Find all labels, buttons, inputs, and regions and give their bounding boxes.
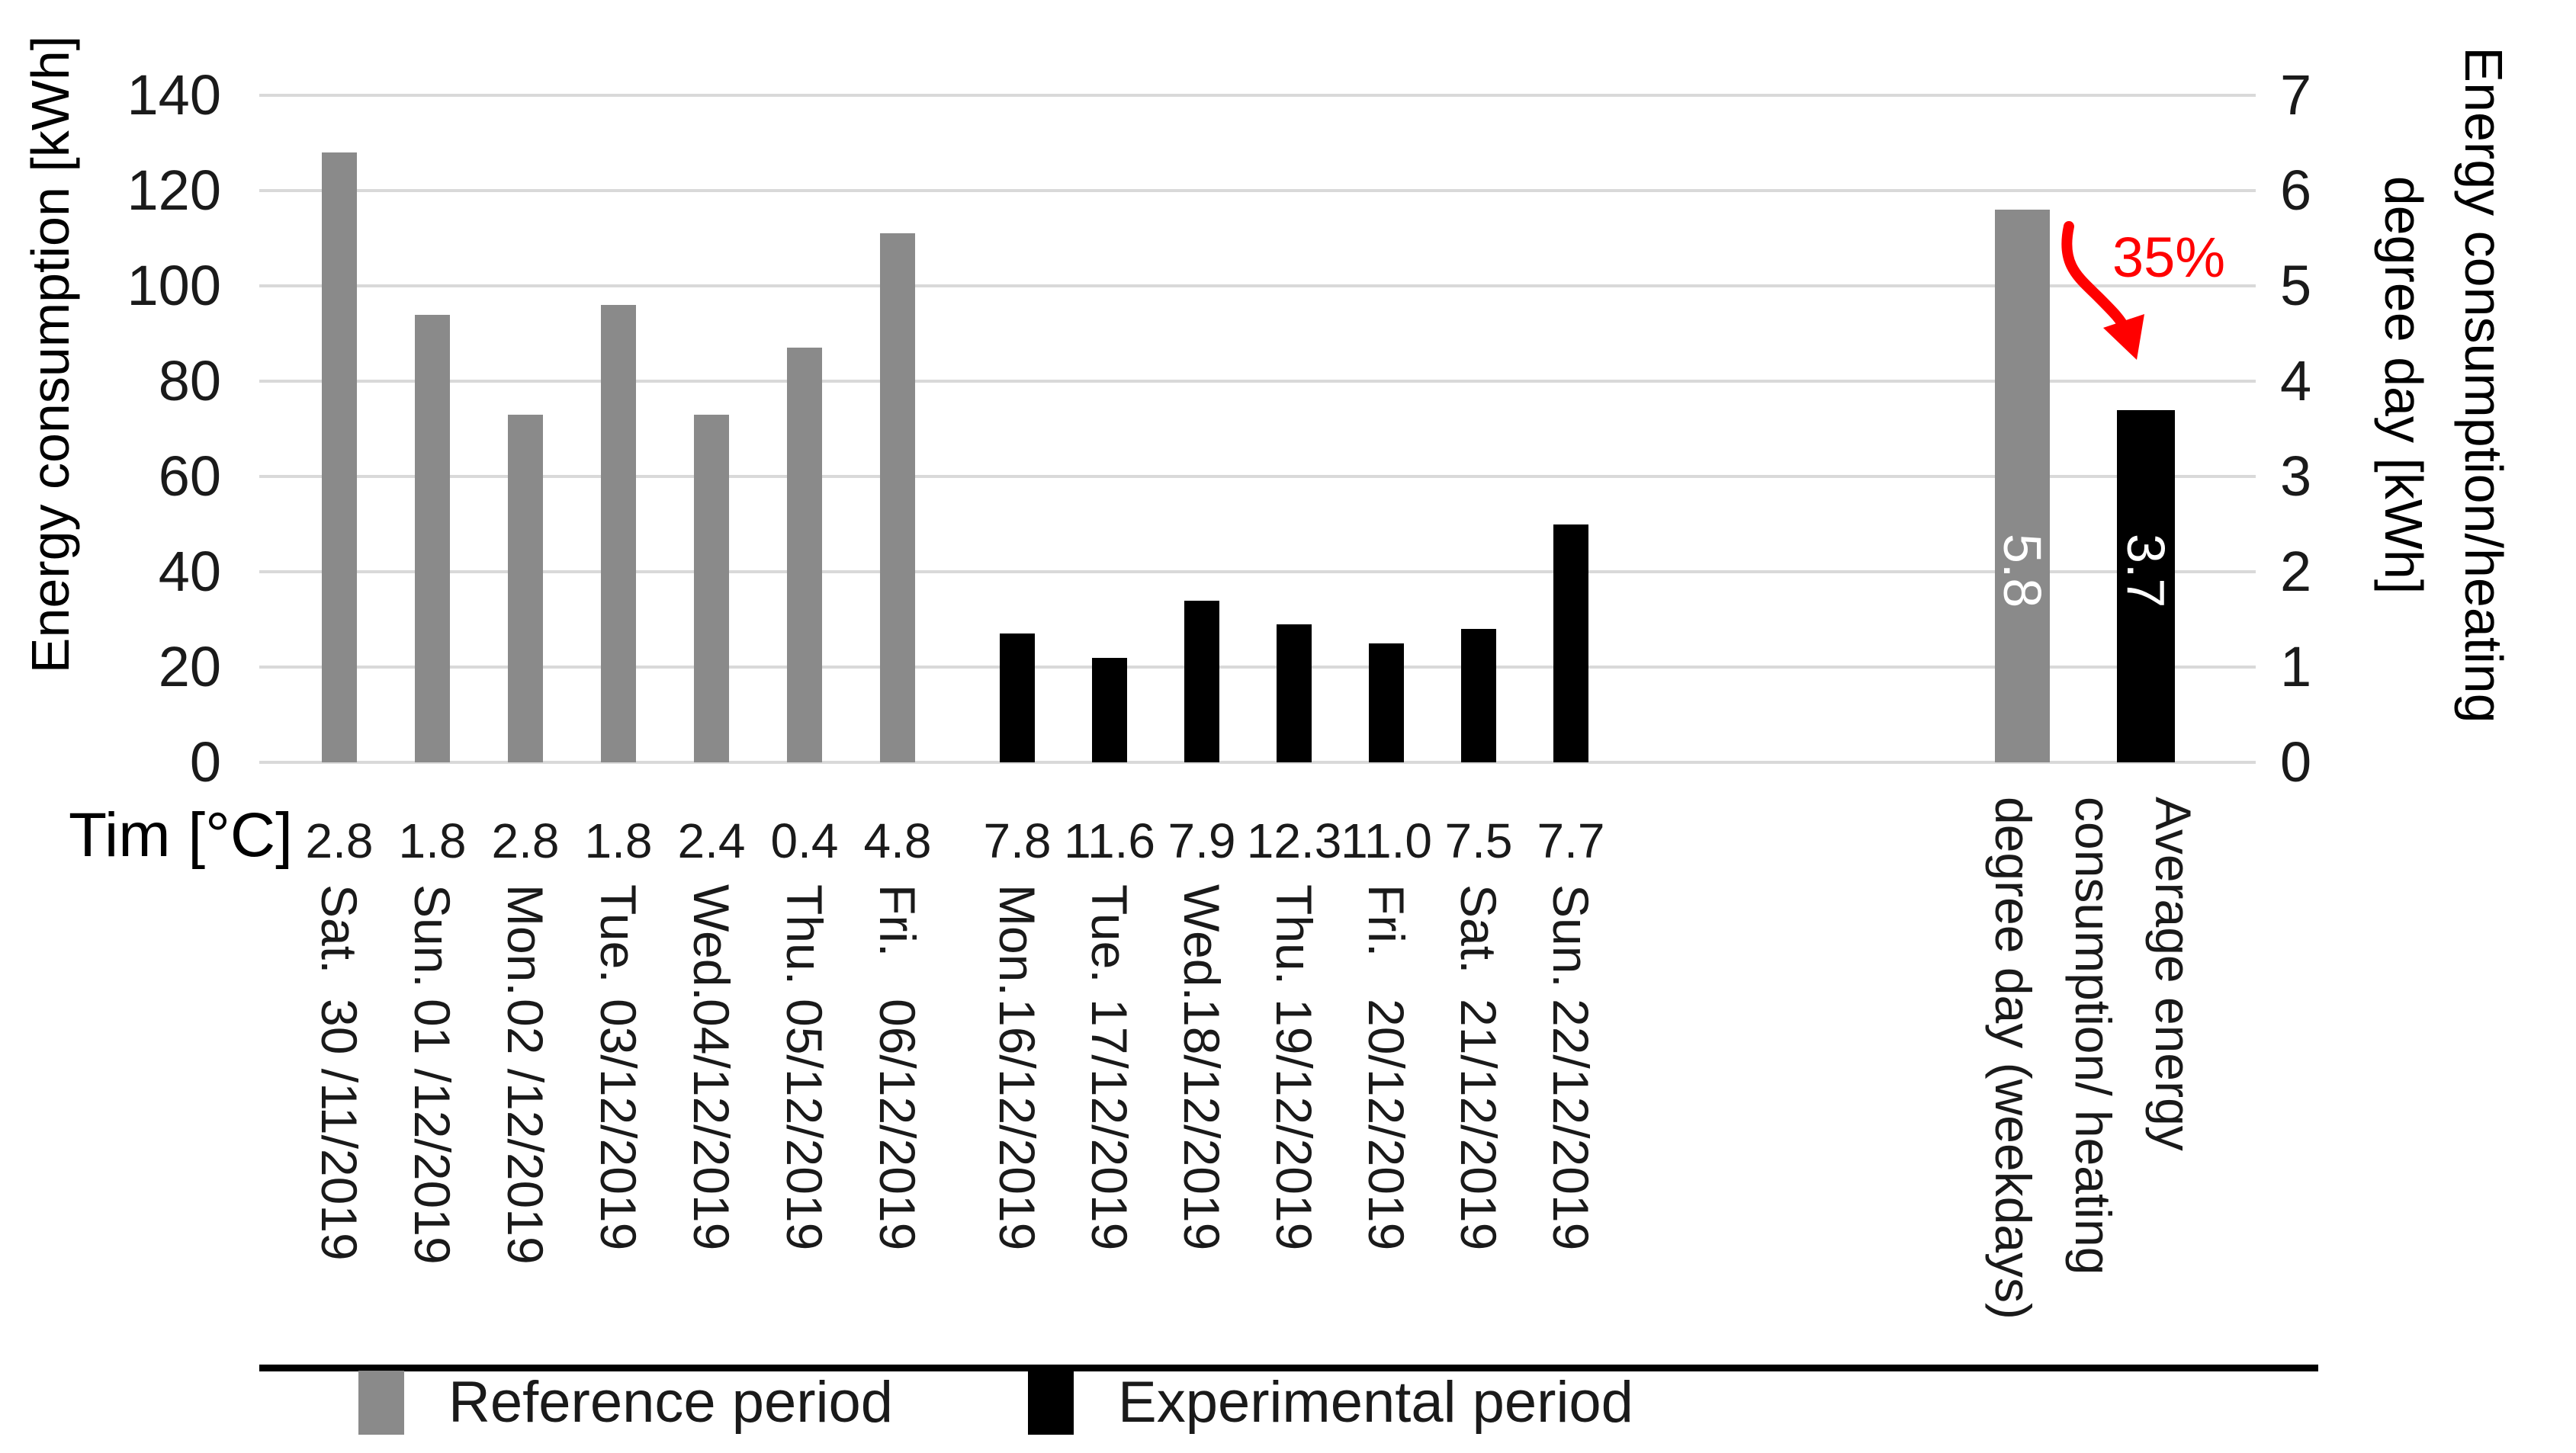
legend-label-experimental: Experimental period	[1118, 1370, 1633, 1435]
right-axis-tick: 0	[2280, 730, 2312, 794]
bar-reference	[694, 414, 729, 762]
right-axis-tick: 4	[2280, 349, 2312, 412]
temperature-label: 4.8	[863, 813, 932, 868]
left-axis-tick: 100	[127, 254, 221, 317]
left-axis-tick: 140	[127, 63, 221, 127]
temperature-label: 1.8	[398, 813, 467, 868]
right-axis-tick: 3	[2280, 444, 2312, 508]
temperature-label: 0.4	[770, 813, 839, 868]
temperature-label: 2.4	[677, 813, 746, 868]
temperature-label: 2.8	[305, 813, 374, 868]
left-axis-tick: 0	[189, 730, 221, 794]
gridline	[259, 380, 2256, 383]
left-axis-tick: 20	[158, 635, 221, 698]
legend-swatch-experimental	[1028, 1371, 1074, 1435]
summary-bar-reference	[1995, 210, 2050, 762]
temperature-label: 7.8	[983, 813, 1052, 868]
right-axis-tick: 1	[2280, 635, 2312, 698]
right-axis-tick: 5	[2280, 254, 2312, 317]
bar-reference	[415, 314, 450, 762]
bar-reference	[787, 348, 822, 762]
temperature-label: 1.8	[584, 813, 653, 868]
bar-experimental	[1553, 524, 1588, 762]
temperature-label: 11.0	[1341, 813, 1432, 868]
right-axis-tick: 6	[2280, 159, 2312, 222]
bar-experimental	[1369, 643, 1404, 762]
bar-experimental	[1092, 657, 1127, 762]
bar-reference	[322, 152, 357, 762]
bar-experimental	[1277, 624, 1312, 762]
temperature-label: 11.6	[1064, 813, 1155, 868]
gridline	[259, 94, 2256, 97]
bar-experimental	[1184, 600, 1219, 762]
left-axis-tick: 80	[158, 349, 221, 412]
gridline	[259, 189, 2256, 192]
left-axis-tick: 120	[127, 159, 221, 222]
bar-reference	[601, 305, 636, 762]
bar-reference	[880, 233, 915, 762]
summary-bar-experimental	[2117, 409, 2175, 762]
gridline	[259, 475, 2256, 478]
left-axis-tick: 40	[158, 540, 221, 603]
gridline	[259, 570, 2256, 573]
gridline	[259, 761, 2256, 764]
left-axis-tick: 60	[158, 444, 221, 508]
gridline	[259, 666, 2256, 669]
right-axis-tick: 7	[2280, 63, 2312, 127]
temperature-label: 7.7	[1537, 813, 1605, 868]
bar-experimental	[1461, 629, 1496, 762]
bar-experimental	[1000, 633, 1035, 762]
percent-annotation: 35%	[2112, 226, 2226, 289]
right-axis-tick: 2	[2280, 540, 2312, 603]
bar-reference	[508, 414, 543, 762]
temperature-label: 2.8	[491, 813, 560, 868]
temperature-label: 7.9	[1168, 813, 1236, 868]
temperature-row-label: Tim [°C]	[69, 800, 293, 870]
temperature-label: 12.3	[1246, 813, 1342, 868]
bottom-axis-line	[259, 1365, 2318, 1371]
legend-swatch-reference	[358, 1371, 404, 1435]
gridline	[259, 284, 2256, 287]
temperature-label: 7.5	[1444, 813, 1513, 868]
legend-label-reference: Reference period	[448, 1370, 894, 1435]
